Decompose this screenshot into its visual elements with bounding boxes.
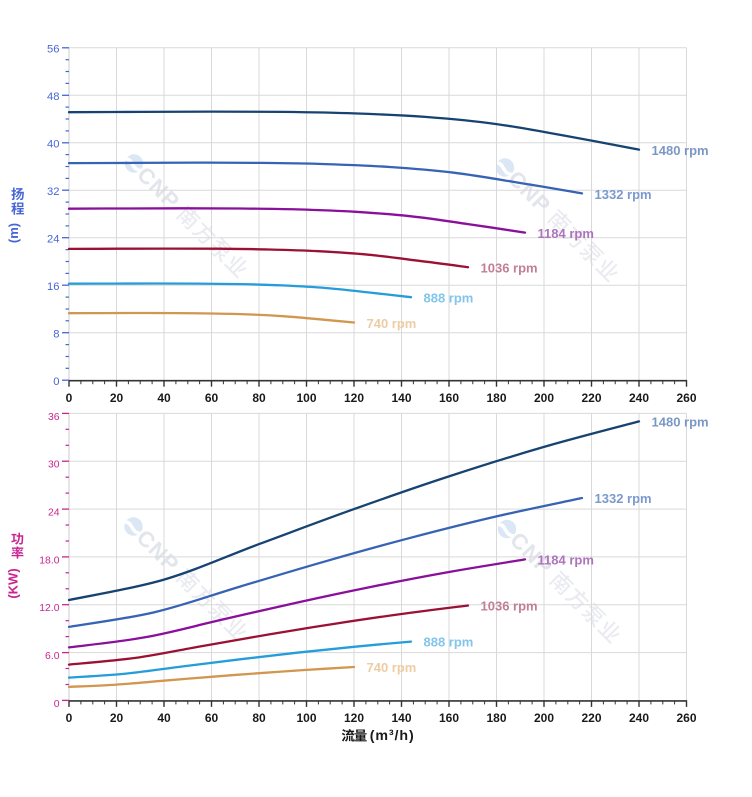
svg-text:0: 0 <box>54 699 60 710</box>
svg-text:160: 160 <box>439 711 459 725</box>
svg-text:40: 40 <box>157 711 171 725</box>
svg-text:(m³/h): (m³/h) <box>370 728 415 744</box>
svg-text:240: 240 <box>629 391 649 405</box>
svg-text:16: 16 <box>47 281 59 293</box>
svg-text:200: 200 <box>534 711 554 725</box>
svg-text:30: 30 <box>48 460 60 471</box>
svg-text:18.0: 18.0 <box>39 555 59 566</box>
svg-text:1184 rpm: 1184 rpm <box>538 226 594 241</box>
svg-text:8: 8 <box>53 328 59 340</box>
svg-text:888 rpm: 888 rpm <box>424 291 474 306</box>
svg-text:6.0: 6.0 <box>45 651 60 662</box>
svg-text:180: 180 <box>486 391 506 405</box>
svg-text:1332 rpm: 1332 rpm <box>595 187 652 202</box>
svg-text:740 rpm: 740 rpm <box>367 316 417 331</box>
svg-text:120: 120 <box>344 391 364 405</box>
svg-text:180: 180 <box>486 711 506 725</box>
svg-text:220: 220 <box>581 711 601 725</box>
svg-text:160: 160 <box>439 391 459 405</box>
svg-text:140: 140 <box>391 711 411 725</box>
svg-text:24: 24 <box>48 508 60 519</box>
svg-text:(m): (m) <box>6 223 21 243</box>
svg-text:0: 0 <box>66 711 73 725</box>
svg-text:60: 60 <box>205 391 219 405</box>
svg-text:260: 260 <box>676 391 696 405</box>
svg-text:80: 80 <box>252 711 266 725</box>
svg-text:0: 0 <box>53 376 59 388</box>
svg-text:1184 rpm: 1184 rpm <box>538 552 594 567</box>
svg-text:200: 200 <box>534 391 554 405</box>
svg-text:100: 100 <box>296 711 316 725</box>
svg-text:12.0: 12.0 <box>39 603 59 614</box>
svg-text:100: 100 <box>296 391 316 405</box>
svg-text:1480 rpm: 1480 rpm <box>652 414 709 429</box>
svg-text:(KW): (KW) <box>6 568 21 598</box>
svg-text:20: 20 <box>110 391 124 405</box>
svg-text:1036 rpm: 1036 rpm <box>481 599 538 614</box>
svg-text:36: 36 <box>48 412 60 423</box>
svg-text:240: 240 <box>629 711 649 725</box>
svg-text:888 rpm: 888 rpm <box>424 635 474 650</box>
svg-text:260: 260 <box>676 711 696 725</box>
svg-text:24: 24 <box>47 233 59 245</box>
svg-text:1332 rpm: 1332 rpm <box>595 491 652 506</box>
svg-text:0: 0 <box>66 391 73 405</box>
svg-text:60: 60 <box>205 711 219 725</box>
svg-text:48: 48 <box>47 91 59 103</box>
svg-text:32: 32 <box>47 186 59 198</box>
svg-text:220: 220 <box>581 391 601 405</box>
svg-text:740 rpm: 740 rpm <box>367 660 417 675</box>
svg-text:80: 80 <box>252 391 266 405</box>
svg-text:40: 40 <box>157 391 171 405</box>
svg-text:1480 rpm: 1480 rpm <box>652 143 709 158</box>
svg-text:20: 20 <box>110 711 124 725</box>
svg-text:1036 rpm: 1036 rpm <box>481 261 538 276</box>
svg-text:140: 140 <box>391 391 411 405</box>
svg-text:40: 40 <box>47 138 59 150</box>
svg-text:120: 120 <box>344 711 364 725</box>
svg-text:56: 56 <box>47 43 59 55</box>
